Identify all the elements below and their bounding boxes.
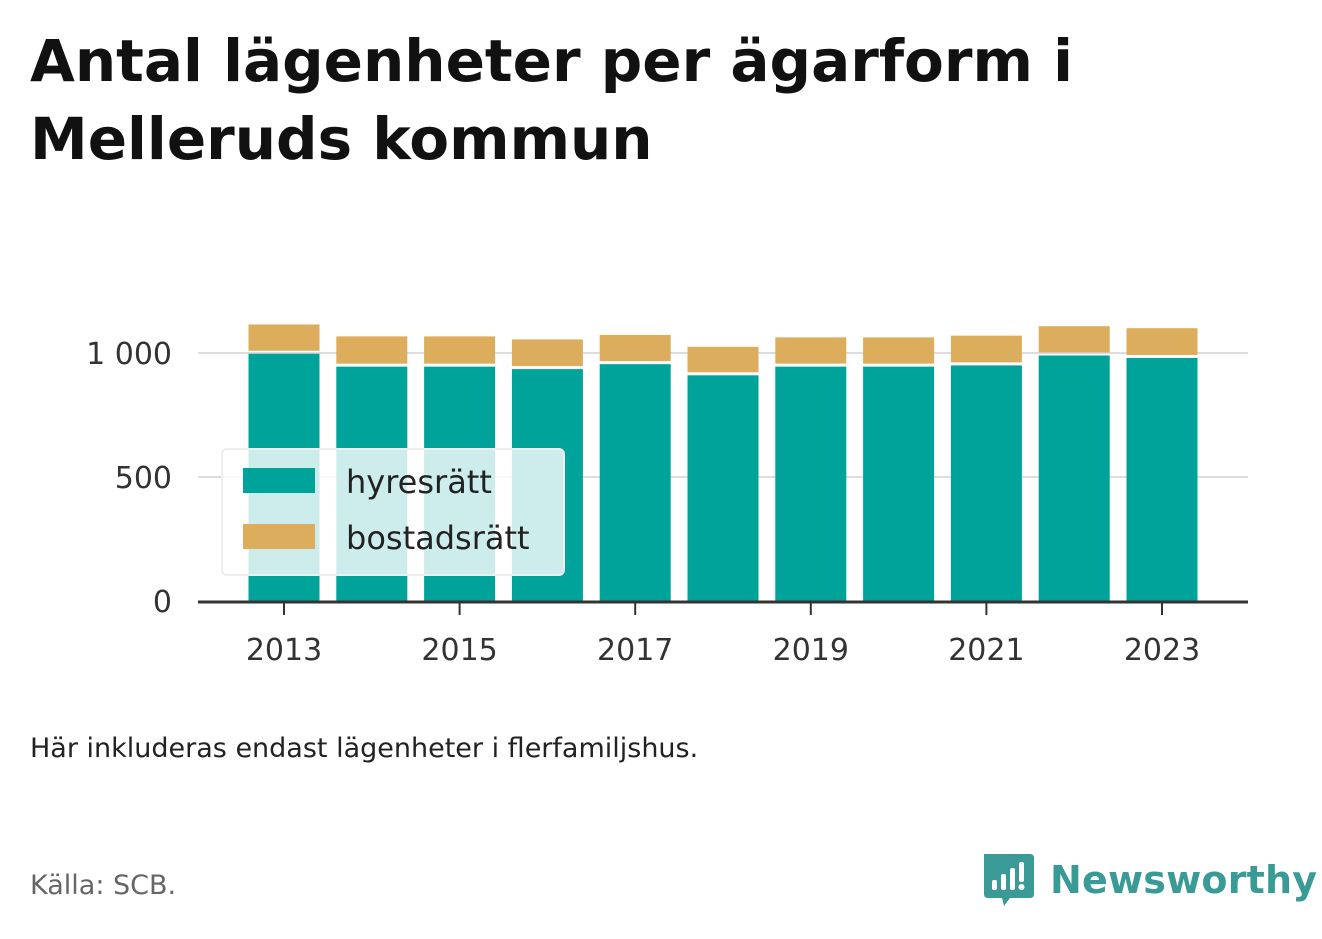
y-tick-label: 500 <box>115 461 172 496</box>
bar-bostadsratt-2014 <box>336 336 408 364</box>
bar-hyresratt-2018 <box>687 375 759 601</box>
legend-label: bostadsrätt <box>346 519 530 557</box>
bar-bostadsratt-2013 <box>248 324 320 351</box>
x-tick-label: 2021 <box>948 633 1024 668</box>
chart-title-line-2: Melleruds kommun <box>30 105 653 173</box>
chart-title: Antal lägenheter per ägarform i Mellerud… <box>30 22 1230 178</box>
stacked-bar-chart: 0 500 1 000 2013 2015 2017 2019 2021 2023 hyresr… <box>86 324 1248 668</box>
legend: hyresrätt bostadsrätt <box>221 448 565 576</box>
bar-bostadsratt-2018 <box>687 346 759 373</box>
y-tick-label: 0 <box>153 585 172 620</box>
legend-swatch <box>243 524 315 549</box>
legend-label: hyresrätt <box>346 463 492 501</box>
bar-hyresratt-2020 <box>863 366 935 601</box>
axes: 0 500 1 000 2013 2015 2017 2019 2021 2023 <box>86 337 1248 668</box>
bar-bostadsratt-2020 <box>863 337 935 364</box>
bar-bostadsratt-2017 <box>599 334 671 362</box>
x-tick-label: 2017 <box>597 633 673 668</box>
newsworthy-logo-icon <box>984 854 1034 906</box>
bar-bostadsratt-2023 <box>1126 328 1198 355</box>
chart-title-line-1: Antal lägenheter per ägarform i <box>30 27 1074 95</box>
legend-swatch <box>243 468 315 493</box>
brand-logo: Newsworthy <box>980 850 1317 910</box>
x-tick-label: 2023 <box>1124 633 1200 668</box>
x-tick-label: 2013 <box>246 633 322 668</box>
bar-bostadsratt-2015 <box>424 336 496 364</box>
x-tick-label: 2015 <box>421 633 497 668</box>
bar-hyresratt-2022 <box>1038 355 1110 601</box>
bar-hyresratt-2021 <box>950 365 1022 601</box>
brand-name: Newsworthy <box>1050 858 1318 902</box>
bar-bostadsratt-2021 <box>950 335 1022 363</box>
bar-bostadsratt-2016 <box>511 339 583 367</box>
y-tick-label: 1 000 <box>86 337 172 372</box>
bar-hyresratt-2019 <box>775 366 847 601</box>
chart-note: Här inkluderas endast lägenheter i flerf… <box>30 733 699 764</box>
bar-bostadsratt-2019 <box>775 337 847 364</box>
bar-hyresratt-2023 <box>1126 357 1198 601</box>
source-credit: Källa: SCB. <box>30 870 177 901</box>
x-tick-label: 2019 <box>773 633 849 668</box>
bar-hyresratt-2017 <box>599 364 671 601</box>
bar-bostadsratt-2022 <box>1038 326 1110 353</box>
